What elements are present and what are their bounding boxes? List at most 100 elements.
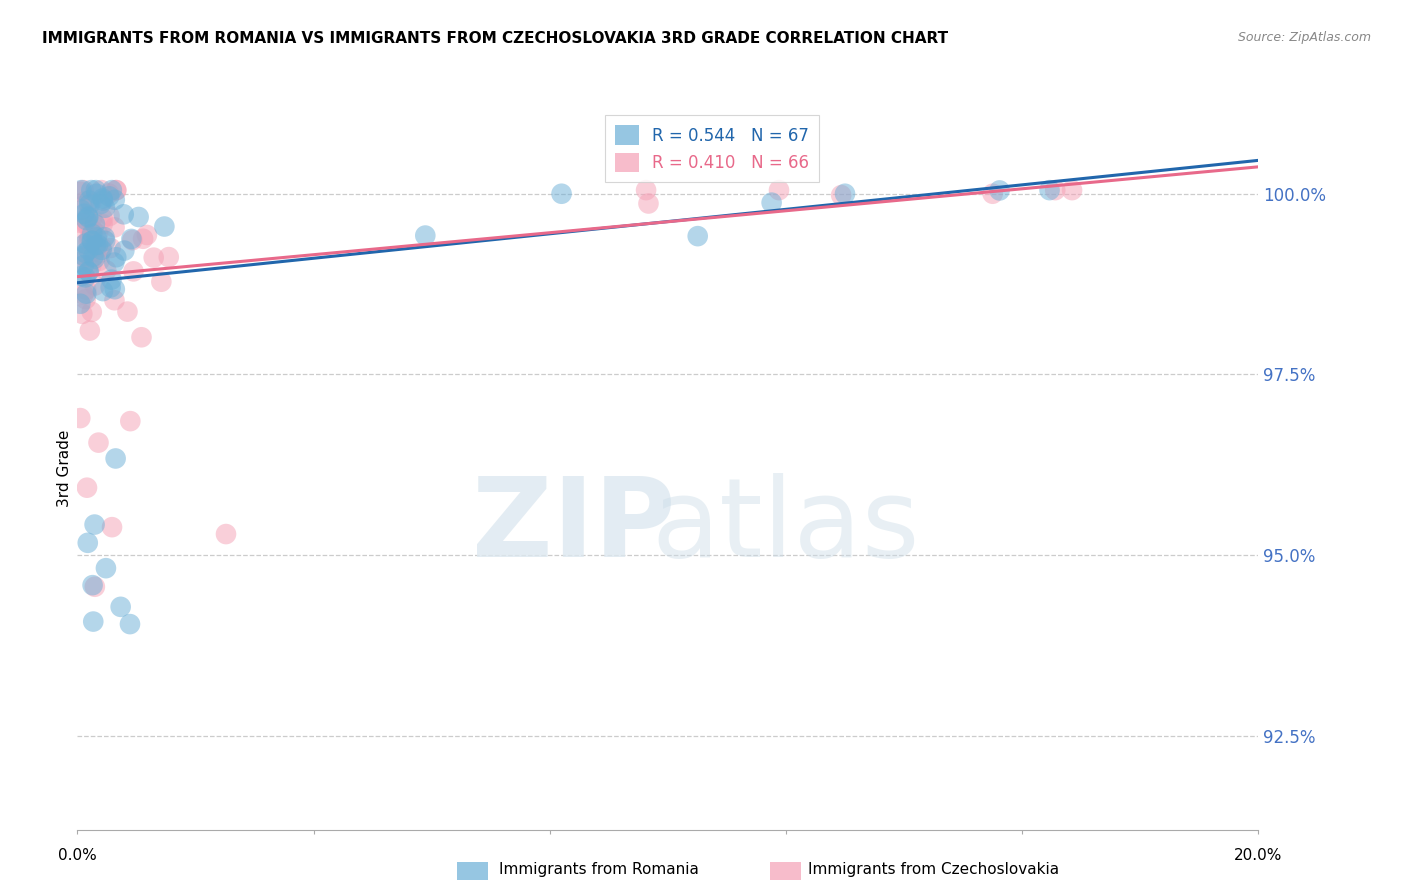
Point (104, 451, 127, 466)
Point (981, 186, 1004, 201)
Point (79, 324, 101, 338)
Point (761, 195, 783, 210)
Point (96, 263, 118, 277)
Point (76, 481, 98, 495)
Point (153, 219, 176, 234)
Point (94, 234, 117, 248)
Point (94, 201, 117, 215)
Point (82, 615, 104, 629)
Point (830, 188, 852, 202)
Point (94, 561, 117, 575)
Point (75, 213, 97, 227)
Point (69, 185, 91, 199)
Point (82, 250, 104, 264)
Point (75, 236, 97, 251)
Point (70, 221, 93, 235)
Point (84, 238, 107, 252)
Point (142, 251, 165, 265)
Point (101, 183, 124, 197)
Point (75, 236, 97, 251)
Point (131, 330, 153, 344)
Point (103, 255, 125, 269)
Point (91, 284, 114, 298)
Text: 0.0%: 0.0% (58, 847, 97, 863)
Point (550, 186, 572, 201)
Point (77, 243, 100, 257)
Point (83, 517, 105, 532)
Point (157, 250, 180, 264)
Point (75, 283, 97, 297)
Point (215, 527, 238, 541)
Point (69, 411, 91, 425)
Point (100, 280, 122, 294)
Point (1045, 183, 1067, 197)
Point (77, 194, 100, 208)
Point (86, 240, 108, 254)
Point (93, 230, 115, 244)
Point (72, 183, 94, 197)
Point (636, 183, 658, 197)
Point (105, 250, 128, 264)
Point (122, 264, 145, 278)
Point (91, 192, 114, 206)
Point (112, 207, 135, 221)
Point (80, 305, 103, 319)
Point (413, 228, 436, 243)
Point (121, 233, 143, 247)
Point (112, 244, 135, 258)
Text: 20.0%: 20.0% (1234, 847, 1282, 863)
Point (91, 211, 114, 226)
Point (834, 186, 856, 201)
Point (76, 536, 98, 550)
Point (77, 210, 100, 224)
Point (80, 195, 103, 210)
Point (77, 219, 100, 233)
Point (82, 578, 104, 592)
Point (79, 230, 101, 244)
Point (103, 293, 125, 308)
Point (118, 617, 141, 632)
Point (90, 243, 112, 257)
Point (73, 207, 96, 221)
Point (637, 196, 659, 211)
Point (77, 211, 100, 225)
Point (73, 249, 96, 263)
Point (82, 223, 104, 237)
Text: Immigrants from Romania: Immigrants from Romania (499, 863, 699, 877)
Point (97, 186, 120, 201)
Point (128, 210, 150, 224)
Text: atlas: atlas (652, 473, 920, 580)
Point (105, 183, 128, 197)
Point (70, 269, 93, 284)
Point (132, 232, 155, 246)
Point (75, 286, 97, 301)
Point (91, 217, 114, 231)
Point (87, 435, 110, 450)
Point (82, 227, 104, 241)
Point (77, 265, 100, 279)
Point (80, 183, 103, 197)
Text: Source: ZipAtlas.com: Source: ZipAtlas.com (1237, 31, 1371, 45)
Point (73, 194, 96, 209)
Point (73, 250, 96, 264)
Point (104, 282, 127, 296)
Point (110, 599, 132, 614)
Point (86, 186, 108, 201)
Point (104, 193, 127, 207)
Point (72, 287, 94, 301)
Point (69, 255, 91, 269)
Point (84, 183, 107, 197)
Point (87, 237, 110, 252)
Point (73, 258, 96, 272)
Text: ZIP: ZIP (471, 473, 675, 580)
Text: Immigrants from Czechoslovakia: Immigrants from Czechoslovakia (808, 863, 1060, 877)
Point (91, 194, 114, 208)
Point (768, 183, 790, 197)
Point (90, 183, 112, 197)
Point (89, 245, 111, 260)
Point (75, 292, 97, 306)
Y-axis label: 3rd Grade: 3rd Grade (56, 430, 72, 507)
Point (75, 246, 97, 260)
Point (77, 257, 100, 271)
Point (80, 258, 103, 272)
